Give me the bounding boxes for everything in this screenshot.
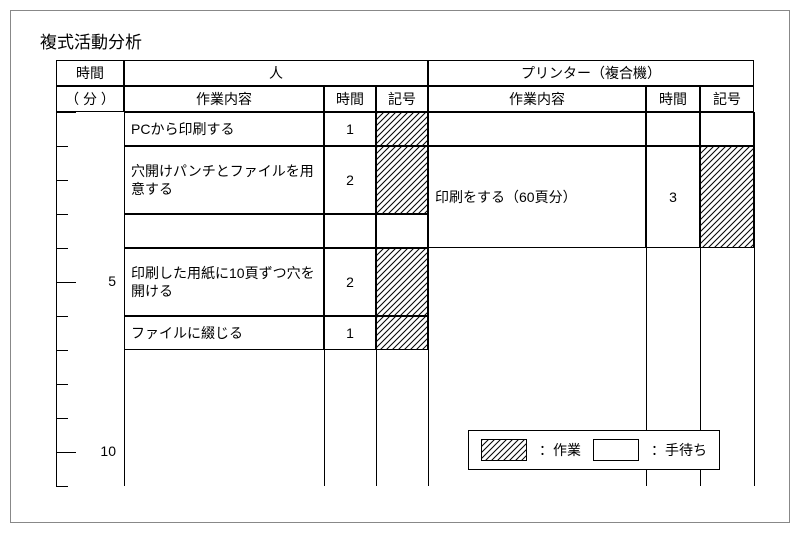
legend-swatch-wait [593,439,639,461]
person-mark-3 [376,248,428,316]
person-mark-2 [376,214,428,248]
person-task-1: 穴開けパンチとファイルを用意する [124,146,324,214]
person-task-4: ファイルに綴じる [124,316,324,350]
person-time-3: 2 [324,248,376,316]
tick-11 [56,486,68,487]
printer-task-0 [428,112,646,146]
person-task-3: 印刷した用紙に10頁ずつ穴を開ける [124,248,324,316]
person-time-4: 1 [324,316,376,350]
person-mark-4 [376,316,428,350]
vline-0 [56,112,57,486]
hdr-time-bottom: （ 分 ） [56,86,124,112]
person-time-1: 2 [324,146,376,214]
person-time-0: 1 [324,112,376,146]
hdr-person-mark: 記号 [376,86,428,112]
printer-time-0 [646,112,700,146]
legend-swatch-work [481,439,527,461]
tick-5 [56,282,76,283]
person-task-0: PCから印刷する [124,112,324,146]
hdr-printer-time: 時間 [646,86,700,112]
hdr-printer: プリンター（複合機） [428,60,754,86]
printer-mark-0 [700,112,754,146]
tick-label-5: 5 [80,273,116,289]
hdr-person-task: 作業内容 [124,86,324,112]
printer-mark-1 [700,146,754,248]
person-mark-1 [376,146,428,214]
vline-7 [754,112,755,486]
page-title: 複式活動分析 [40,28,142,53]
hdr-printer-task: 作業内容 [428,86,646,112]
hdr-person-time: 時間 [324,86,376,112]
printer-time-1: 3 [646,146,700,248]
legend-label-work: ：作業 [539,440,581,460]
person-time-2 [324,214,376,248]
person-mark-0 [376,112,428,146]
legend-label-wait: ：手待ち [651,440,707,460]
hdr-time-top: 時間 [56,60,124,86]
tick-8 [56,384,68,385]
tick-0 [56,112,76,113]
tick-7 [56,350,68,351]
tick-3 [56,214,68,215]
tick-label-10: 10 [80,443,116,459]
printer-task-1: 印刷をする（60頁分） [428,146,646,248]
person-task-2 [124,214,324,248]
hdr-printer-mark: 記号 [700,86,754,112]
tick-1 [56,146,68,147]
tick-10 [56,452,76,453]
tick-9 [56,418,68,419]
tick-4 [56,248,68,249]
hdr-person: 人 [124,60,428,86]
tick-2 [56,180,68,181]
tick-6 [56,316,68,317]
legend: ：作業 ：手待ち [468,430,720,470]
